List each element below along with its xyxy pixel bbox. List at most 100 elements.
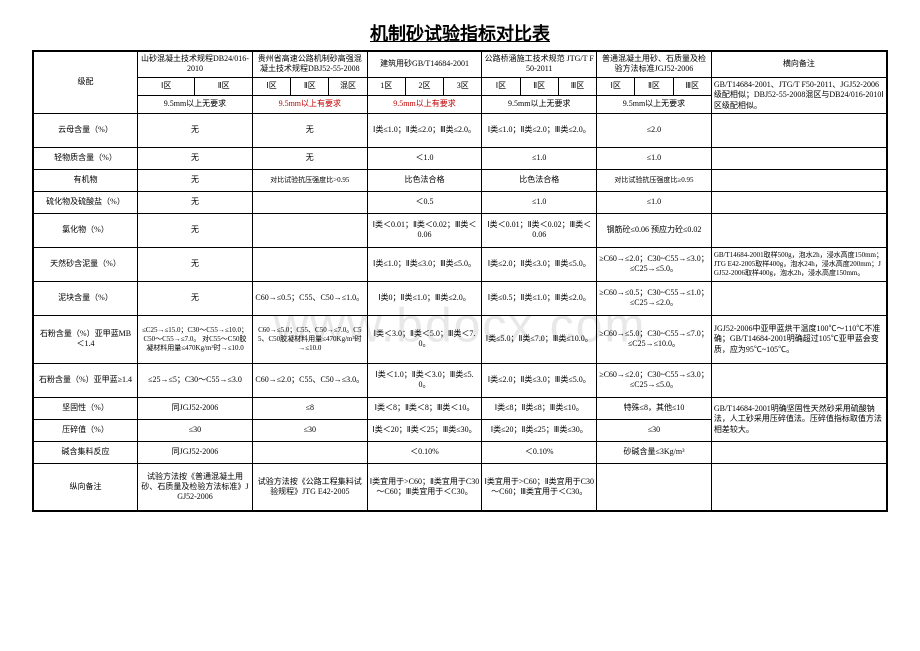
zone-row: Ⅰ区 Ⅱ区 Ⅰ区 Ⅱ区 混区 1区 2区 3区 Ⅰ区 Ⅱ区 Ⅲ区 Ⅰ区 Ⅱ区 Ⅲ… (33, 77, 887, 95)
cell: ≤25→≤5；C30～C55→≤3.0 (138, 363, 253, 397)
cell: 9.5mm以上有要求 (252, 95, 367, 113)
cell: 试验方法按《公路工程集料试验规程》JTG E42-2005 (252, 463, 367, 511)
zone-cell: 3区 (444, 77, 482, 95)
row-label: 石粉含量（%）亚甲蓝MB＜1.4 (33, 315, 138, 363)
cell: ≥C60→≤2.0；C30~C55→≤3.0；≤C25→≤5.0。 (597, 363, 712, 397)
cell: ＜0.10% (367, 441, 482, 463)
zone-cell: 2区 (405, 77, 443, 95)
zone-cell: Ⅰ区 (252, 77, 290, 95)
document-page: 机制砂试验指标对比表 级配 山砂混凝土技术规程DB24/016-2010 贵州省… (0, 0, 920, 522)
cell: 9.5mm以上无要求 (597, 95, 712, 113)
cell: ≤8 (252, 397, 367, 419)
header-row: 级配 山砂混凝土技术规程DB24/016-2010 贵州省高速公路机制砂高强混凝… (33, 51, 887, 77)
note-cell (711, 281, 887, 315)
table-row: 纵向备注 试验方法按《普通混凝土用砂、石质量及检验方法标准》JGJ52-2006… (33, 463, 887, 511)
cell: ≤30 (597, 419, 712, 441)
zone-cell: 混区 (329, 77, 367, 95)
row-label: 泥块含量（%） (33, 281, 138, 315)
cell: Ⅰ类≤20；Ⅱ类≤25；Ⅲ类≤30。 (482, 419, 597, 441)
zone-cell: Ⅲ区 (673, 77, 711, 95)
zone-cell: 1区 (367, 77, 405, 95)
cell (597, 463, 712, 511)
zone-cell: Ⅱ区 (635, 77, 673, 95)
cell: Ⅰ类≤0.5；Ⅱ类≤1.0；Ⅲ类≤2.0。 (482, 281, 597, 315)
cell (252, 191, 367, 213)
table-row: 坚固性（%） 同JGJ52-2006 ≤8 Ⅰ类＜8；Ⅱ类＜8；Ⅲ类＜10。 Ⅰ… (33, 397, 887, 419)
cell: 钢筋砼≤0.06 预应力砼≤0.02 (597, 213, 712, 247)
cell (252, 247, 367, 281)
cell: 比色法合格 (482, 169, 597, 191)
zone-cell: Ⅱ区 (195, 77, 252, 95)
note-cell (711, 213, 887, 247)
cell: 无 (252, 113, 367, 147)
table-row: 泥块含量（%） 无 C60→≤0.5；C55、C50→≤1.0。 Ⅰ类0；Ⅱ类≤… (33, 281, 887, 315)
zone-cell: Ⅰ区 (597, 77, 635, 95)
cell: 无 (138, 147, 253, 169)
note-cell (711, 113, 887, 147)
cell: ≥C60→≤2.0；C30~C55→≤3.0；≤C25→≤5.0。 (597, 247, 712, 281)
cell: 试验方法按《普通混凝土用砂、石质量及检验方法标准》JGJ52-2006 (138, 463, 253, 511)
row-label: 硫化物及硫酸盐（%） (33, 191, 138, 213)
cell: Ⅰ类≤1.0；Ⅱ类≤2.0；Ⅲ类≤2.0。 (482, 113, 597, 147)
cell: ≤1.0 (597, 191, 712, 213)
cell: ≤30 (252, 419, 367, 441)
row-label: 轻物质含量（%） (33, 147, 138, 169)
cell: 比色法合格 (367, 169, 482, 191)
cell: 无 (138, 113, 253, 147)
table-row: 有机物 无 对比试验抗压强度比>0.95 比色法合格 比色法合格 对比试验抗压强… (33, 169, 887, 191)
table-row: 氯化物（%） 无 Ⅰ类＜0.01；Ⅱ类＜0.02；Ⅲ类＜0.06 Ⅰ类＜0.01… (33, 213, 887, 247)
cell: 9.5mm以上有要求 (367, 95, 482, 113)
row-label: 纵向备注 (33, 463, 138, 511)
cell: 9.5mm以上无要求 (482, 95, 597, 113)
std-header: 建筑用砂GB/T14684-2001 (367, 51, 482, 77)
table-row: 碱含集料反应 同JGJ52-2006 ＜0.10% ＜0.10% 砂碱含量≤3K… (33, 441, 887, 463)
note-cell (711, 441, 887, 463)
row-label: 有机物 (33, 169, 138, 191)
note-cell (711, 169, 887, 191)
note-cell (711, 463, 887, 511)
cell (252, 213, 367, 247)
cell: Ⅰ类0；Ⅱ类≤1.0；Ⅲ类≤2.0。 (367, 281, 482, 315)
cell: ≤30 (138, 419, 253, 441)
cell: Ⅰ类≤2.0；Ⅱ类≤3.0；Ⅲ类≤5.0。 (482, 247, 597, 281)
zone-cell: Ⅲ区 (558, 77, 596, 95)
cell: Ⅰ类≤5.0；Ⅱ类≤7.0；Ⅲ类≤10.0。 (482, 315, 597, 363)
cell: ≤2.0 (597, 113, 712, 147)
cell: ≤1.0 (482, 147, 597, 169)
cell: Ⅰ类＜8；Ⅱ类＜8；Ⅲ类＜10。 (367, 397, 482, 419)
cell: Ⅰ类≤1.0；Ⅱ类≤3.0；Ⅲ类≤5.0。 (367, 247, 482, 281)
row-label: 压碎值（%） (33, 419, 138, 441)
cell: ≤C25→≤15.0；C30～C55→≤10.0；C50～C55→≤7.0。 对… (138, 315, 253, 363)
cell: C60→≤0.5；C55、C50→≤1.0。 (252, 281, 367, 315)
cell: 无 (138, 213, 253, 247)
comparison-table: 级配 山砂混凝土技术规程DB24/016-2010 贵州省高速公路机制砂高强混凝… (32, 50, 888, 512)
cell: 特殊≤8，其他≤10 (597, 397, 712, 419)
cell: ≥C60→≤5.0；C30~C55→≤7.0；≤C25→≤10.0。 (597, 315, 712, 363)
cell: ≤1.0 (482, 191, 597, 213)
cell (252, 441, 367, 463)
std-header: 山砂混凝土技术规程DB24/016-2010 (138, 51, 253, 77)
cell: Ⅰ类≤2.0；Ⅱ类≤3.0；Ⅲ类≤5.0。 (482, 363, 597, 397)
zone-cell: Ⅱ区 (520, 77, 558, 95)
cell: ＜0.10% (482, 441, 597, 463)
std-header: 贵州省高速公路机制砂高强混凝土技术规程DBJ52-55-2008 (252, 51, 367, 77)
zone-cell: Ⅱ区 (291, 77, 329, 95)
std-header: 普通混凝土用砂、石质量及检验方法标准JGJ52-2006 (597, 51, 712, 77)
cell: ≤1.0 (597, 147, 712, 169)
table-row: 石粉含量（%）亚甲蓝≥1.4 ≤25→≤5；C30～C55→≤3.0 C60→≤… (33, 363, 887, 397)
cell: Ⅰ类＜0.01；Ⅱ类＜0.02；Ⅲ类＜0.06 (367, 213, 482, 247)
cell: Ⅰ类＜1.0；Ⅱ类＜3.0；Ⅲ类≤5.0。 (367, 363, 482, 397)
row-label: 氯化物（%） (33, 213, 138, 247)
note-cell (711, 191, 887, 213)
row-label: 天然砂含泥量（%） (33, 247, 138, 281)
zone-cell: Ⅰ区 (138, 77, 195, 95)
cell: Ⅰ类≤1.0；Ⅱ类≤2.0；Ⅲ类≤2.0。 (367, 113, 482, 147)
table-row: 硫化物及硫酸盐（%） 无 ＜0.5 ≤1.0 ≤1.0 (33, 191, 887, 213)
note-cell: JGJ52-2006中亚甲蓝烘干温度100℃～110℃不准确；GB/T14684… (711, 315, 887, 363)
cell: 对比试验抗压强度比≥0.95 (597, 169, 712, 191)
cell: ≥C60→≤0.5；C30~C55→≤1.0；≤C25→≤2.0。 (597, 281, 712, 315)
note-cell (711, 363, 887, 397)
row-label: 云母含量（%） (33, 113, 138, 147)
cell: 无 (138, 247, 253, 281)
table-row: 轻物质含量（%） 无 无 ＜1.0 ≤1.0 ≤1.0 (33, 147, 887, 169)
